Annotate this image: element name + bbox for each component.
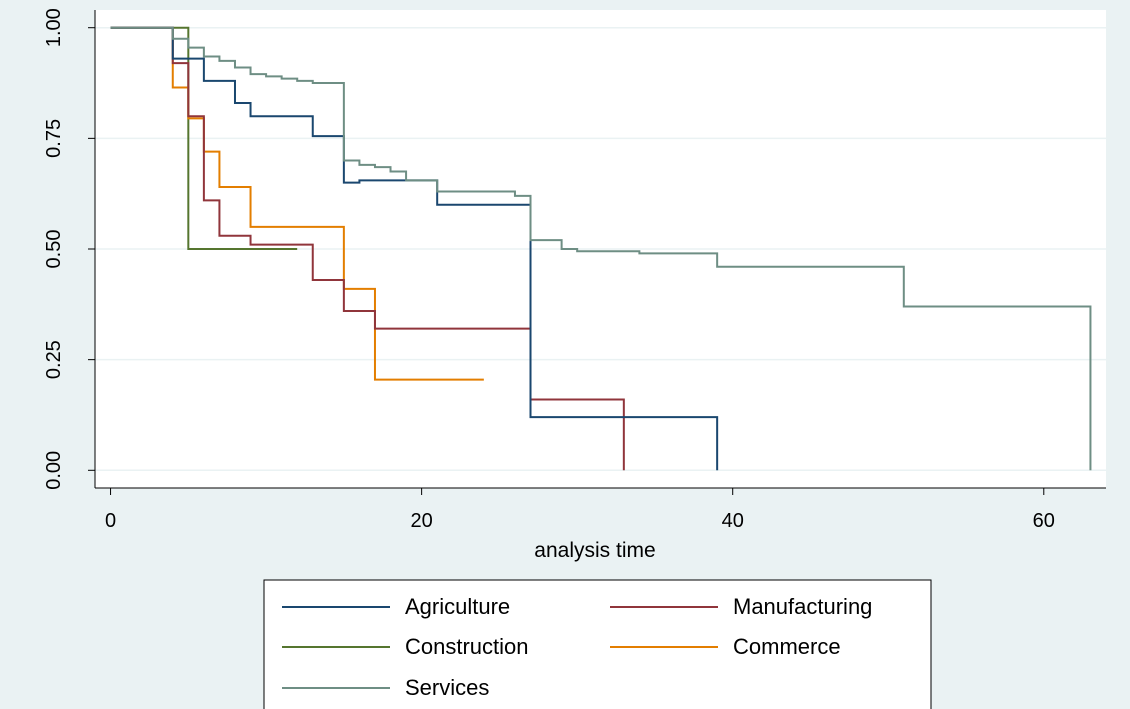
axes: 0.00 0.25 0.50 0.75 1.00 0 20 40 60 <box>43 8 1106 532</box>
legend-label-manufacturing: Manufacturing <box>733 594 872 619</box>
x-axis-title: analysis time <box>534 539 655 562</box>
y-tick-label-3: 0.75 <box>43 119 65 158</box>
legend-label-services: Services <box>405 675 489 700</box>
y-tick-label-1: 0.25 <box>43 340 65 379</box>
y-tick-label-2: 0.50 <box>43 230 65 269</box>
y-tick-label-0: 0.00 <box>43 451 65 490</box>
legend-label-agriculture: Agriculture <box>405 594 510 619</box>
series-line-services <box>110 26 1092 471</box>
series-line-agriculture <box>110 26 719 471</box>
legend-label-commerce: Commerce <box>733 634 841 659</box>
series-group <box>110 26 1092 471</box>
x-tick-label-3: 60 <box>1033 510 1055 532</box>
legend-label-construction: Construction <box>405 634 529 659</box>
series-line-manufacturing <box>110 26 625 471</box>
y-tick-label-4: 1.00 <box>43 8 65 47</box>
legend: Agriculture Manufacturing Construction Comm… <box>263 579 932 709</box>
series-line-commerce <box>110 26 484 381</box>
x-tick-label-1: 20 <box>411 510 433 532</box>
x-tick-label-0: 0 <box>105 510 116 532</box>
x-tick-label-2: 40 <box>722 510 744 532</box>
